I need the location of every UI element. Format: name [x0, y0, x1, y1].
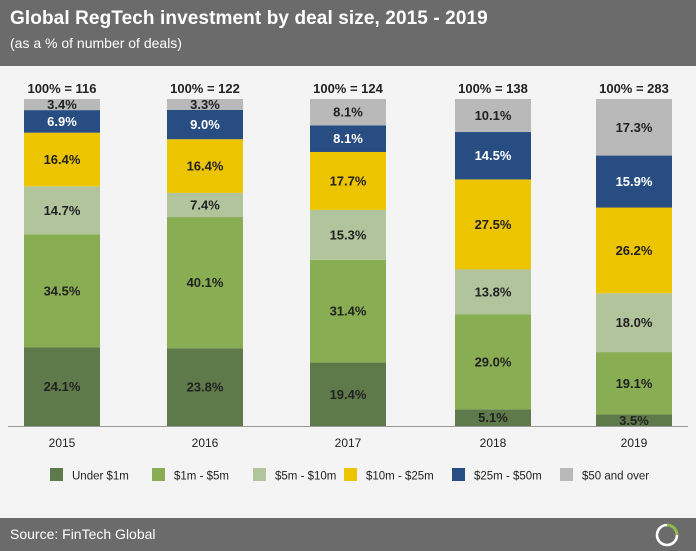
- bar-segment: [167, 109, 243, 140]
- data-label: 14.7%: [44, 203, 81, 218]
- legend-swatch: [452, 468, 465, 481]
- bar-segment: [596, 293, 672, 353]
- data-label: 9.0%: [190, 117, 220, 132]
- bar-segment: [167, 139, 243, 193]
- source-note: Source: FinTech Global: [10, 526, 156, 542]
- bar-segment: [596, 352, 672, 415]
- data-label: 8.1%: [333, 131, 363, 146]
- bar-segment: [455, 409, 531, 426]
- data-label: 18.0%: [616, 315, 653, 330]
- legend-swatch: [560, 468, 573, 481]
- x-tick-label: 2016: [192, 436, 219, 450]
- bar-segment: [310, 99, 386, 126]
- bar-segment: [24, 347, 100, 426]
- bar-segment: [310, 362, 386, 426]
- data-label: 10.1%: [475, 108, 512, 123]
- bar-segment: [167, 192, 243, 218]
- data-label: 27.5%: [475, 217, 512, 232]
- bar-segment: [167, 348, 243, 426]
- bar-segment: [24, 186, 100, 235]
- data-label: 8.1%: [333, 105, 363, 120]
- bar-segment: [167, 99, 243, 110]
- total-label: 100% = 283: [599, 81, 669, 96]
- data-label: 34.5%: [44, 283, 81, 298]
- header-banner: Global RegTech investment by deal size, …: [0, 0, 696, 66]
- total-label: 100% = 138: [458, 81, 528, 96]
- legend-label: $1m - $5m: [174, 471, 229, 483]
- total-label: 100% = 122: [170, 81, 240, 96]
- chart-subtitle: (as a % of number of deals): [10, 35, 182, 51]
- bar-segment: [310, 209, 386, 260]
- chart-area: 24.1% 34.5% 14.7% 16.4% 6.9% 3.4% 100% = 116 20…: [0, 66, 696, 518]
- bar-segment: [455, 99, 531, 133]
- data-label: 19.4%: [330, 387, 367, 402]
- legend-label: $5m - $10m: [275, 471, 336, 483]
- bar-segment: [310, 151, 386, 210]
- legend-label: $10m - $25m: [366, 471, 434, 483]
- data-label: 19.1%: [616, 376, 653, 391]
- bar-segment: [596, 155, 672, 208]
- bar-segment: [596, 99, 672, 156]
- data-label: 40.1%: [187, 275, 224, 290]
- data-label: 3.3%: [190, 97, 220, 112]
- data-label: 24.1%: [44, 379, 81, 394]
- bar-segment: [24, 110, 100, 133]
- bar-segment: [455, 314, 531, 410]
- bar-segment: [596, 414, 672, 426]
- footer-banner: Source: FinTech Global: [0, 518, 696, 551]
- data-label: 16.4%: [44, 152, 81, 167]
- bar-segment: [24, 132, 100, 187]
- data-label: 3.5%: [619, 413, 649, 428]
- x-tick-label: 2018: [480, 436, 507, 450]
- data-label: 31.4%: [330, 304, 367, 319]
- bar-segment: [167, 217, 243, 349]
- data-label: 17.3%: [616, 120, 653, 135]
- data-label: 15.9%: [616, 174, 653, 189]
- data-label: 7.4%: [190, 197, 220, 212]
- bar-segment: [24, 99, 100, 111]
- legend-swatch: [152, 468, 165, 481]
- data-label: 29.0%: [475, 354, 512, 369]
- chart-title: Global RegTech investment by deal size, …: [10, 8, 488, 29]
- legend-swatch: [344, 468, 357, 481]
- legend-label: Under $1m: [72, 471, 129, 483]
- total-label: 100% = 124: [313, 81, 384, 96]
- bar-segment: [455, 132, 531, 180]
- x-tick-label: 2017: [335, 436, 362, 450]
- x-tick-label: 2019: [621, 436, 648, 450]
- bar-segment: [310, 259, 386, 363]
- data-label: 14.5%: [475, 148, 512, 163]
- bar-segment: [310, 125, 386, 152]
- legend-swatch: [50, 468, 63, 481]
- bar-segment: [24, 234, 100, 348]
- data-label: 3.4%: [47, 97, 77, 112]
- legend-swatch: [253, 468, 266, 481]
- total-label: 100% = 116: [27, 81, 96, 96]
- stacked-bar-chart: 24.1% 34.5% 14.7% 16.4% 6.9% 3.4%100% = 116 20…: [8, 81, 688, 483]
- data-label: 5.1%: [478, 410, 508, 425]
- data-label: 26.2%: [616, 243, 653, 258]
- bar-segment: [455, 179, 531, 270]
- data-label: 16.4%: [187, 159, 224, 174]
- legend-label: $50 and over: [582, 471, 649, 483]
- x-tick-label: 2015: [49, 436, 76, 450]
- legend-label: $25m - $50m: [474, 471, 542, 483]
- fintech-global-logo-icon: [655, 523, 679, 547]
- bar-segment: [455, 269, 531, 315]
- data-label: 15.3%: [330, 227, 367, 242]
- data-label: 13.8%: [475, 284, 512, 299]
- data-label: 17.7%: [330, 173, 367, 188]
- bar-segment: [596, 207, 672, 294]
- data-label: 6.9%: [47, 114, 77, 129]
- data-label: 23.8%: [187, 380, 224, 395]
